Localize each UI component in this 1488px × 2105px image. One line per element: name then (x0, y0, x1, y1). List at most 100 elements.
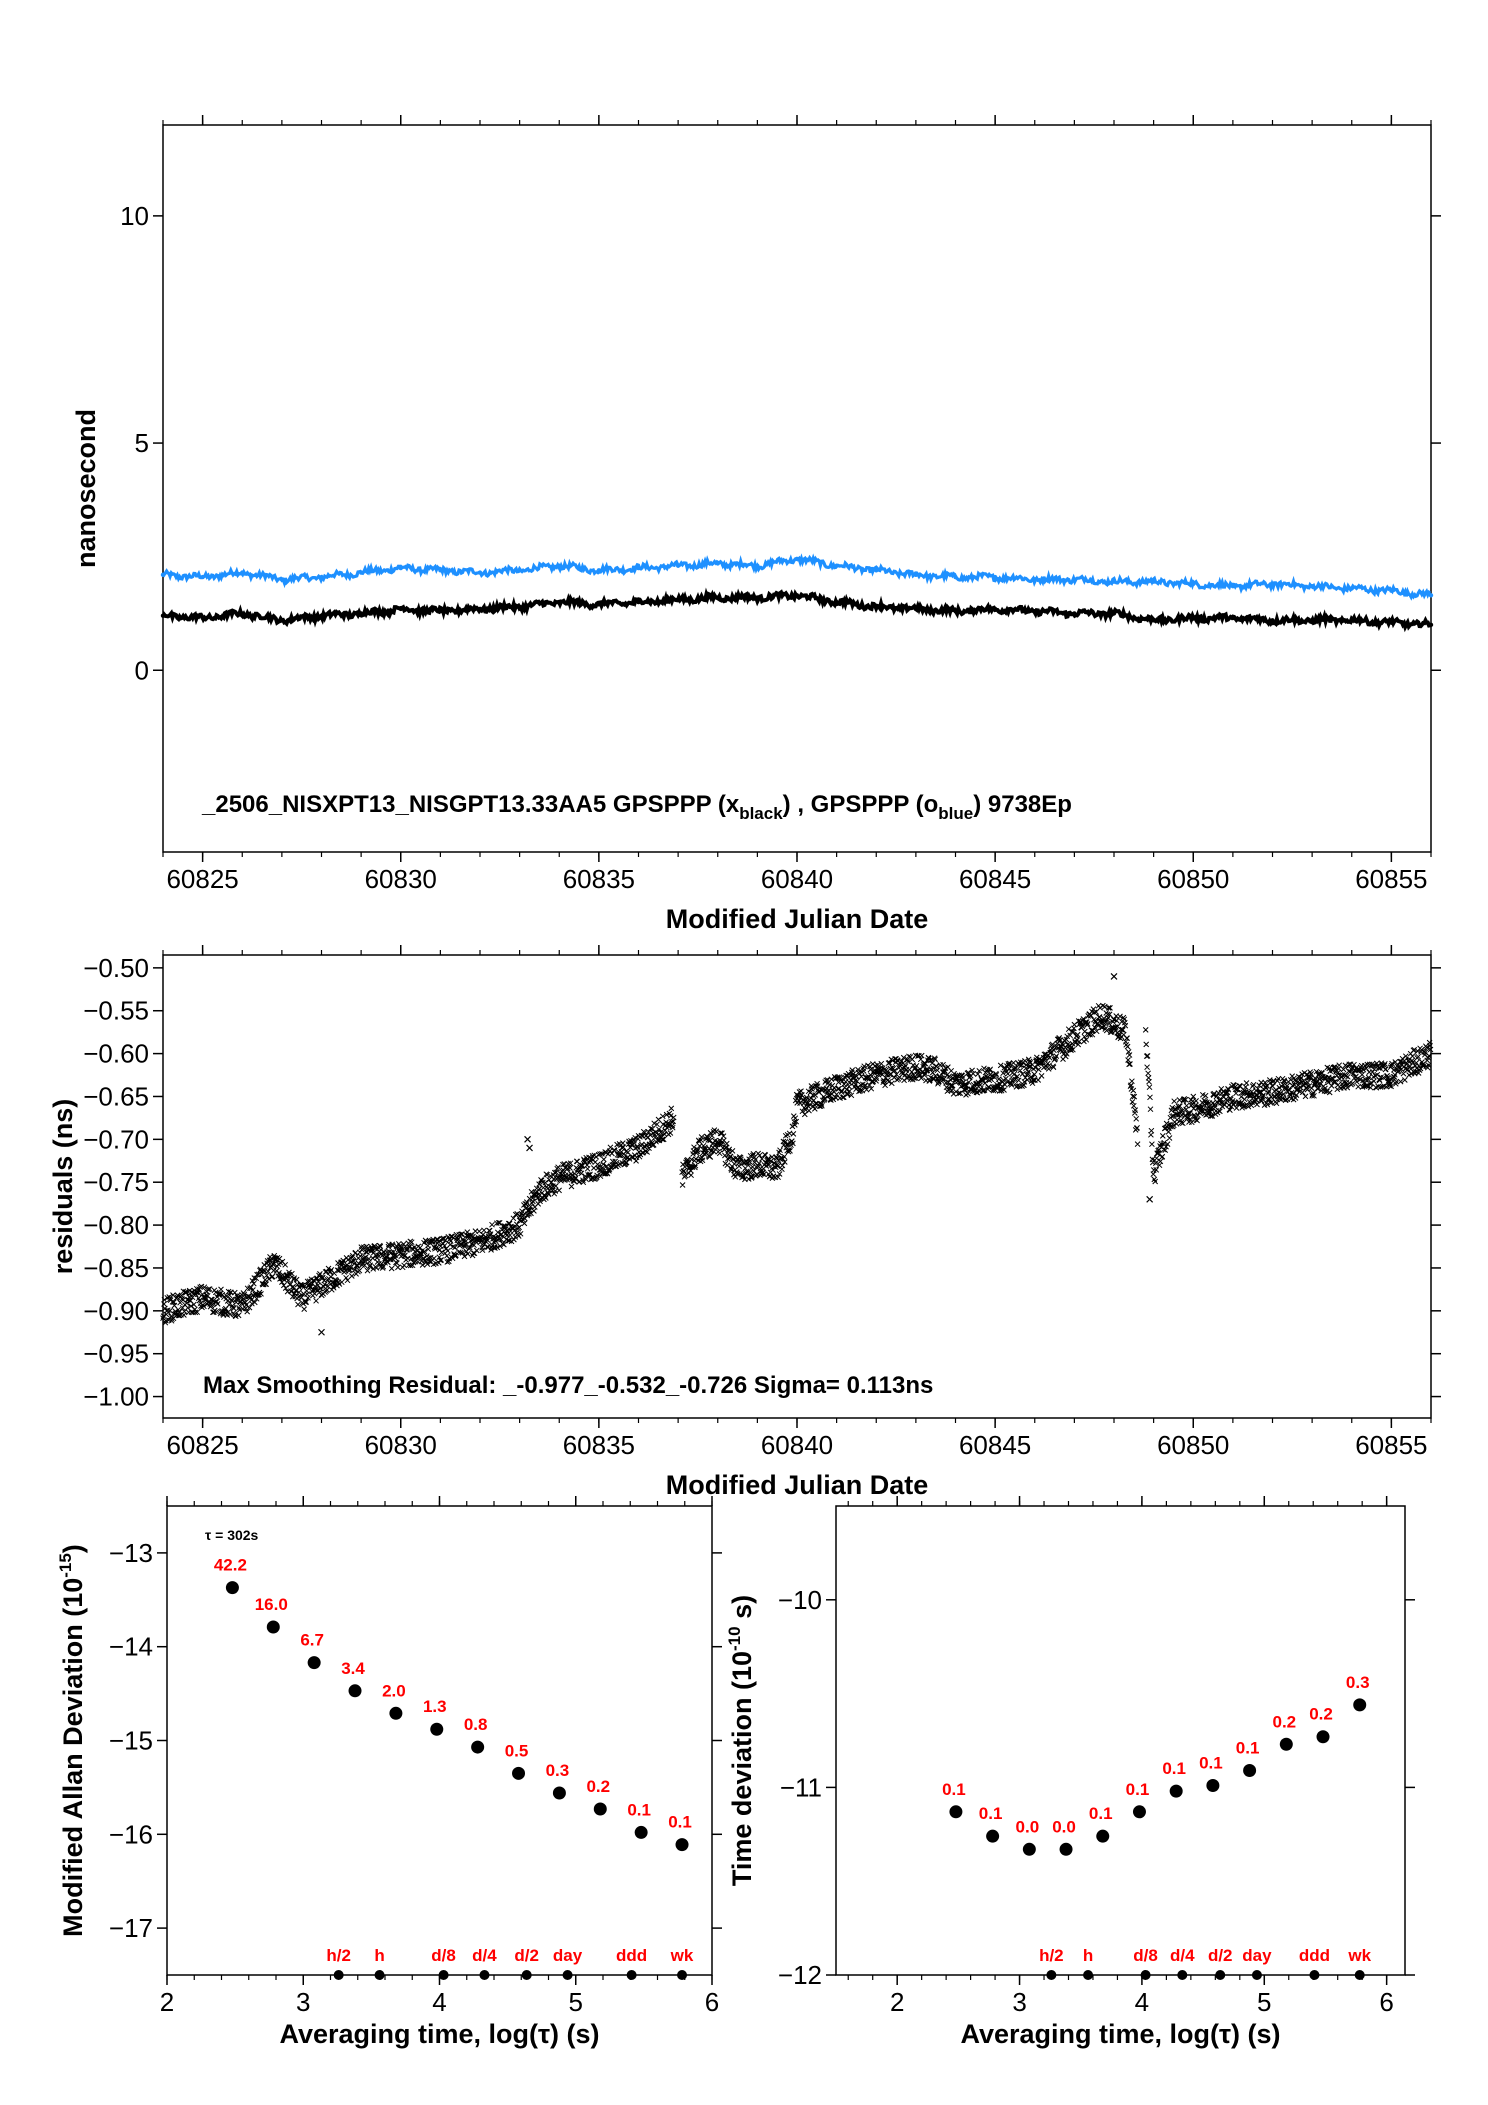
data-point (358, 611, 364, 616)
y-tick-label: −1.00 (83, 1382, 149, 1412)
time-marker-dot (1309, 1970, 1320, 1980)
data-point (1309, 618, 1315, 623)
data-point (1111, 579, 1117, 584)
point-label: 0.1 (942, 1780, 966, 1799)
data-point (200, 574, 205, 580)
residual-segment (160, 1105, 677, 1326)
time-marker-label: day (1242, 1946, 1272, 1965)
point-label: 0.3 (1346, 1673, 1370, 1692)
deviation-point (471, 1740, 485, 1754)
data-point (1389, 620, 1394, 625)
data-point (953, 608, 958, 614)
data-point (160, 613, 166, 618)
outlier-point (1110, 973, 1118, 980)
outlier-point (524, 1135, 531, 1143)
deviation-point (1022, 1842, 1036, 1856)
point-label: 0.1 (1126, 1780, 1150, 1799)
data-point (438, 608, 443, 614)
point-label: 0.1 (979, 1804, 1003, 1823)
deviation-point (307, 1656, 321, 1670)
data-point (913, 572, 919, 578)
time-marker-dot (1354, 1970, 1365, 1980)
x-tick-label: 60850 (1157, 864, 1229, 894)
point-label: 0.1 (1199, 1754, 1223, 1773)
time-marker-label: d/2 (514, 1946, 539, 1965)
tau-note: τ = 302s (205, 1527, 259, 1543)
data-point (794, 556, 800, 562)
time-marker-label: d/2 (1208, 1946, 1233, 1965)
deviation-point (430, 1722, 444, 1736)
outlier-point (706, 1153, 714, 1160)
data-point (319, 613, 324, 618)
x-tick-label: 60830 (365, 1430, 437, 1460)
annotation-sub1: black (739, 804, 783, 823)
point-label: 0.1 (627, 1800, 651, 1819)
deviation-point (949, 1805, 963, 1819)
data-point (398, 565, 403, 571)
data-point (438, 568, 443, 573)
data-point (992, 606, 998, 612)
panel-residuals: 60825 60830 60835 60840 60845 60850 60855 −1.00… (48, 945, 1441, 1500)
y-tick-label: −0.95 (83, 1339, 149, 1369)
data-point (1032, 608, 1037, 614)
x-tick-label: 6 (1379, 1987, 1393, 2017)
data-point (358, 570, 364, 575)
y-tick-label: −0.65 (83, 1081, 149, 1111)
time-marker-dot (562, 1970, 573, 1980)
data-point (834, 599, 839, 605)
point-label: 16.0 (255, 1595, 288, 1614)
time-marker-label: h (374, 1946, 384, 1965)
y-tick-label: −0.70 (83, 1124, 149, 1154)
y-tick-label: −10 (778, 1585, 822, 1615)
data-point (1230, 583, 1236, 589)
y-tick-label: 0 (135, 655, 149, 685)
data-point (794, 593, 800, 598)
deviation-point (266, 1620, 280, 1634)
time-marker-dot (479, 1970, 490, 1980)
y-tick-label: −0.55 (83, 996, 149, 1026)
time-marker-dot (677, 1970, 688, 1980)
deviation-point (1169, 1784, 1183, 1798)
y-tick-label: −15 (109, 1726, 153, 1756)
data-point (279, 618, 285, 623)
y-axis-title-ylabel-sup: -15 (56, 1553, 75, 1578)
x-tick-label: 60845 (959, 1430, 1031, 1460)
y-tick-label: −0.75 (83, 1167, 149, 1197)
x-axis-title: Averaging time, log(τ) (s) (279, 2019, 599, 2049)
data-point (1032, 577, 1037, 582)
data-point (477, 570, 483, 575)
point-label: 0.5 (505, 1741, 529, 1760)
deviation-point (634, 1825, 648, 1839)
deviation-point (1316, 1730, 1330, 1744)
point-label: 2.0 (382, 1681, 406, 1700)
panel-clock-offset: 60825 60830 60835 60840 60845 60850 60855 0 5 10 M… (71, 115, 1441, 934)
x-tick-label: 60825 (166, 1430, 238, 1460)
y-tick-label: −17 (109, 1913, 153, 1943)
y-tick-label: −0.85 (83, 1253, 149, 1283)
data-point (913, 606, 919, 612)
time-marker-dot (1215, 1970, 1226, 1980)
x-tick-label: 4 (432, 1987, 446, 2017)
data-point (477, 606, 483, 612)
data-point (517, 604, 522, 609)
y-axis-title: Time deviation (10-10 s) (725, 1595, 757, 1886)
data-point (398, 606, 403, 612)
series-annotation: _2506_NISXPT13_NISGPT13.33AA5 GPSPPP (xb… (201, 791, 1072, 823)
data-point (874, 568, 879, 573)
time-marker-dot (1177, 1970, 1188, 1980)
x-axis-title: Modified Julian Date (666, 904, 929, 934)
point-label: 42.2 (214, 1556, 247, 1575)
deviation-point (552, 1786, 566, 1800)
y-axis-title: Modified Allan Deviation (10-15) (56, 1544, 88, 1937)
time-marker-dot (333, 1970, 344, 1980)
series-line (161, 553, 1432, 601)
point-label: 0.3 (546, 1761, 570, 1780)
data-point (755, 563, 760, 568)
point-label: 0.0 (1052, 1817, 1076, 1836)
y-axis-title: nanosecond (71, 409, 101, 568)
x-tick-label: 60830 (365, 864, 437, 894)
time-marker-label: h/2 (326, 1946, 351, 1965)
point-label: 0.2 (1272, 1712, 1296, 1731)
time-marker-dot (1046, 1970, 1057, 1980)
